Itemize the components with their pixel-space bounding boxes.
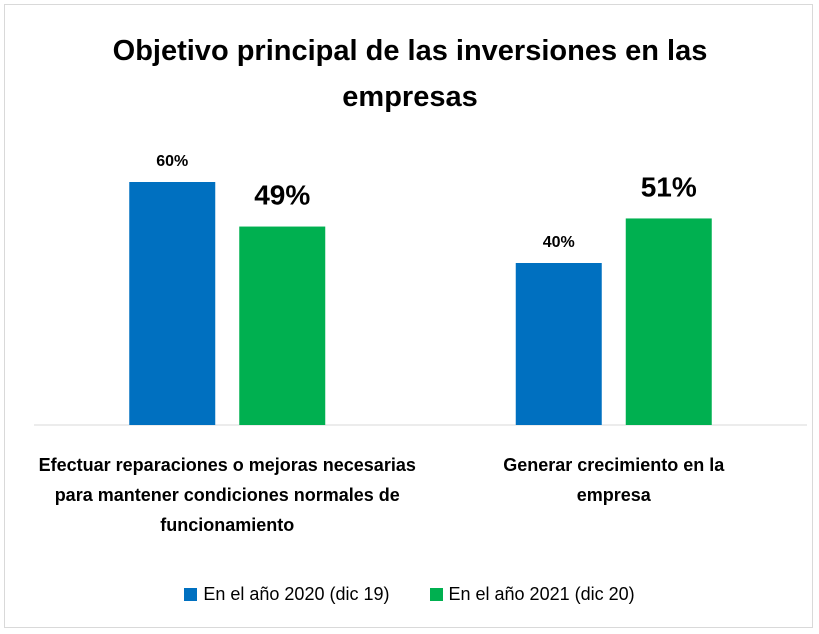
legend-label: En el año 2021 (dic 20) (448, 584, 635, 604)
legend-label: En el año 2020 (dic 19) (203, 584, 390, 604)
bar (515, 263, 602, 425)
data-label: 60% (156, 153, 188, 170)
bar (239, 226, 326, 425)
x-tick-label: Generar crecimiento en la empresa (503, 455, 725, 505)
legend: En el año 2020 (dic 19) En el año 2021 (d… (0, 584, 819, 605)
bar (625, 218, 712, 425)
chart-title: Objetivo principal de las inversiones en… (112, 35, 708, 113)
x-tick-label: Efectuar reparaciones o mejoras necesari… (38, 455, 416, 535)
legend-item: En el año 2021 (dic 20) (429, 584, 635, 605)
data-label: 51% (641, 171, 697, 202)
legend-swatch (429, 588, 443, 601)
legend-item: En el año 2020 (dic 19) (184, 584, 390, 605)
bar (129, 182, 216, 425)
data-label: 40% (543, 234, 575, 251)
chart-border (4, 4, 813, 628)
data-label: 49% (254, 180, 310, 211)
legend-swatch (184, 588, 198, 601)
